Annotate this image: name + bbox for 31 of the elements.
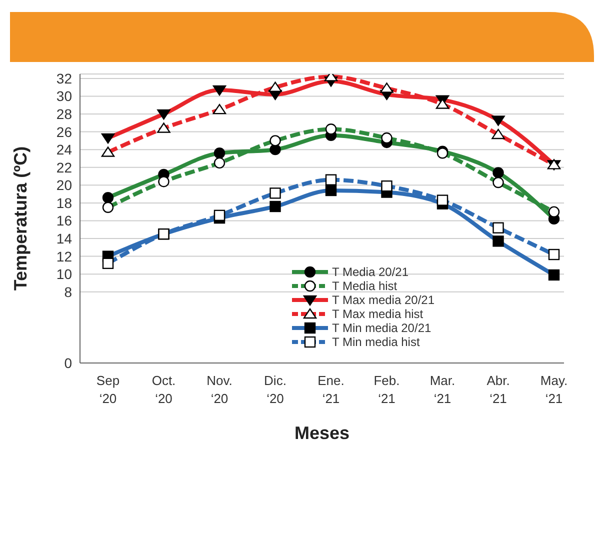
y-tick-label: 8 [64,284,72,300]
x-tick-label: Nov. ‘20 [206,373,232,406]
x-tick-label: May. ‘21 [540,373,568,406]
y-tick-label: 14 [56,230,72,246]
y-tick-label: 0 [64,354,72,371]
y-tick-label: 12 [56,248,72,264]
x-tick-label: Feb. ‘21 [374,373,400,406]
legend-label: T Media 20/21 [332,264,408,278]
y-tick-label: 28 [56,106,72,122]
legend-label: T Max media 20/21 [332,292,434,306]
x-tick-label: Dic. ‘20 [264,373,286,406]
y-axis-title: Temperatura (ºC) [10,146,30,291]
x-tick-label: Ene. ‘21 [318,373,344,406]
x-axis-title: Meses [294,423,350,443]
x-tick-label: Sep ‘20 [96,373,120,406]
legend-label: T Min media 20/21 [332,320,432,334]
y-tick-label: 26 [56,124,72,140]
y-tick-label: 16 [56,212,72,229]
y-tick-label: 22 [56,159,72,176]
x-tick-label: Mar. ‘21 [430,373,456,406]
legend-label: T Min media hist [332,334,420,348]
y-tick-label: 24 [56,142,72,158]
y-tick-label: 10 [56,266,72,282]
y-tick-label: 30 [56,88,72,104]
y-tick-label: 32 [56,70,72,86]
legend-label: T Media hist [332,278,398,292]
y-tick-label: 20 [56,177,72,194]
x-tick-label: Abr. ‘21 [486,373,510,406]
legend-label: T Max media hist [332,306,424,320]
y-tick-label: 18 [56,194,72,211]
x-tick-label: Oct. ‘20 [152,373,176,406]
